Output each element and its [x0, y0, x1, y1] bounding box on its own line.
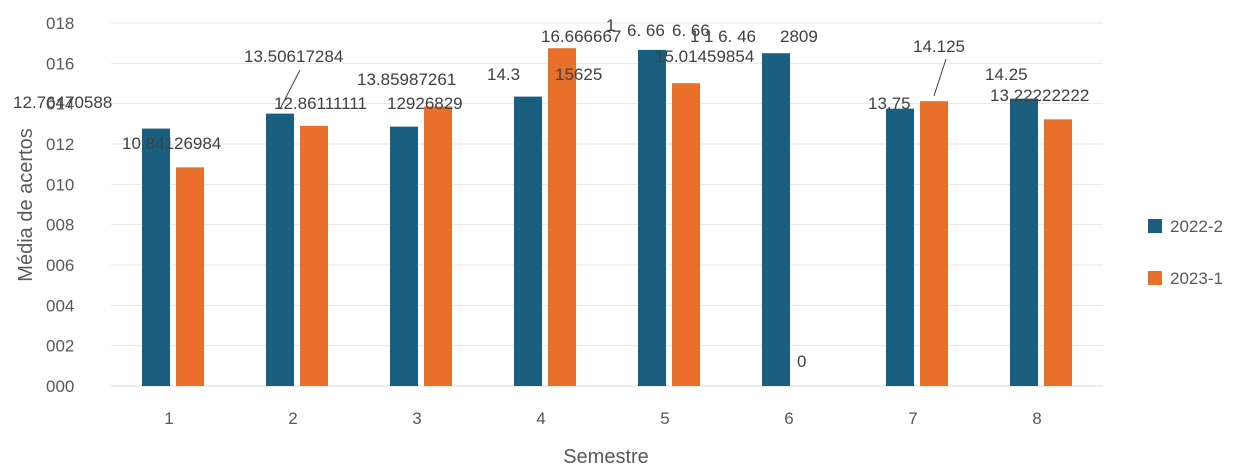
data-label: 1: [690, 27, 699, 46]
x-axis-ticks: 1 2 3 4 5 6 7 8: [164, 409, 1041, 428]
data-label: 13.22222222: [990, 86, 1089, 105]
x-tick-label: 7: [908, 409, 917, 428]
data-label: 6. 66: [672, 21, 710, 40]
bar-2023-1-sem-1: [176, 167, 204, 386]
x-tick-label: 1: [164, 409, 173, 428]
legend: 2022-2 2023-1: [1148, 217, 1223, 288]
data-label: 2809: [780, 27, 818, 46]
y-tick-label: 012: [46, 135, 74, 154]
bar-2022-2-sem-4: [514, 96, 542, 386]
x-tick-label: 5: [660, 409, 669, 428]
bar-2023-1-sem-3: [424, 106, 452, 387]
bar-2022-2-sem-2: [266, 113, 294, 386]
x-tick-label: 6: [784, 409, 793, 428]
bar-2022-2-sem-1: [142, 128, 170, 386]
bar-2023-1-sem-2: [300, 125, 328, 386]
leader-line: [279, 69, 301, 110]
y-tick-label: 016: [46, 54, 74, 73]
legend-swatch-2022-2: [1148, 219, 1162, 233]
data-label: 12.86111111: [274, 94, 367, 113]
bar-2023-1-sem-8: [1044, 119, 1072, 386]
y-tick-label: 018: [46, 14, 74, 33]
bar-2022-2-sem-7: [886, 108, 914, 386]
legend-label: 2023-1: [1170, 269, 1223, 288]
y-tick-label: 004: [46, 296, 74, 315]
y-tick-label: 010: [46, 175, 74, 194]
bar-2023-1-sem-5: [672, 83, 700, 386]
data-label: 16.666667: [541, 27, 621, 46]
data-label: 15625: [555, 65, 602, 84]
data-label: 12.76470588: [13, 93, 112, 112]
data-label: 10.84126984: [122, 134, 221, 153]
y-tick-label: 014: [46, 95, 74, 114]
x-tick-label: 4: [536, 409, 545, 428]
leader-line: [933, 58, 947, 97]
bar-2022-2-sem-8: [1010, 98, 1038, 386]
gridlines: [111, 22, 1103, 347]
data-label: 12926829: [387, 94, 463, 113]
y-axis-title: Média de acertos: [15, 128, 37, 281]
x-tick-label: 8: [1032, 409, 1041, 428]
x-tick-label: 2: [288, 409, 297, 428]
data-label: 13.50617284: [244, 47, 343, 66]
y-tick-label: 006: [46, 256, 74, 275]
y-tick-label: 008: [46, 216, 74, 235]
data-label: 1 6. 46: [704, 27, 756, 46]
data-label: 14.3: [487, 65, 520, 84]
bar-2022-2-sem-6: [762, 53, 790, 386]
data-label: 6. 66: [627, 21, 665, 40]
bars: [142, 48, 1072, 387]
legend-label: 2022-2: [1170, 217, 1223, 236]
data-label: 1: [606, 16, 615, 35]
data-labels: 12.76470588 10.84126984 13.50617284 12.8611…: [13, 16, 1089, 371]
data-label: 0: [797, 352, 806, 371]
x-axis-title: Semestre: [563, 446, 649, 468]
data-label: 15.01459854: [655, 47, 754, 66]
data-label: 13.75: [868, 94, 911, 113]
bar-2023-1-sem-7: [920, 101, 948, 386]
y-axis-ticks: 000 002 004 006 008 010 012 014 016 018: [46, 14, 74, 396]
data-label: 14.125: [913, 37, 965, 56]
legend-swatch-2023-1: [1148, 271, 1162, 285]
bar-2022-2-sem-5: [638, 49, 666, 387]
x-tick-label: 3: [412, 409, 421, 428]
y-tick-label: 002: [46, 337, 74, 356]
data-label: 13.85987261: [357, 70, 456, 89]
y-tick-label: 000: [46, 377, 74, 396]
bar-2022-2-sem-3: [390, 126, 418, 386]
bar-2023-1-sem-4: [548, 48, 576, 386]
data-label: 14.25: [985, 65, 1028, 84]
